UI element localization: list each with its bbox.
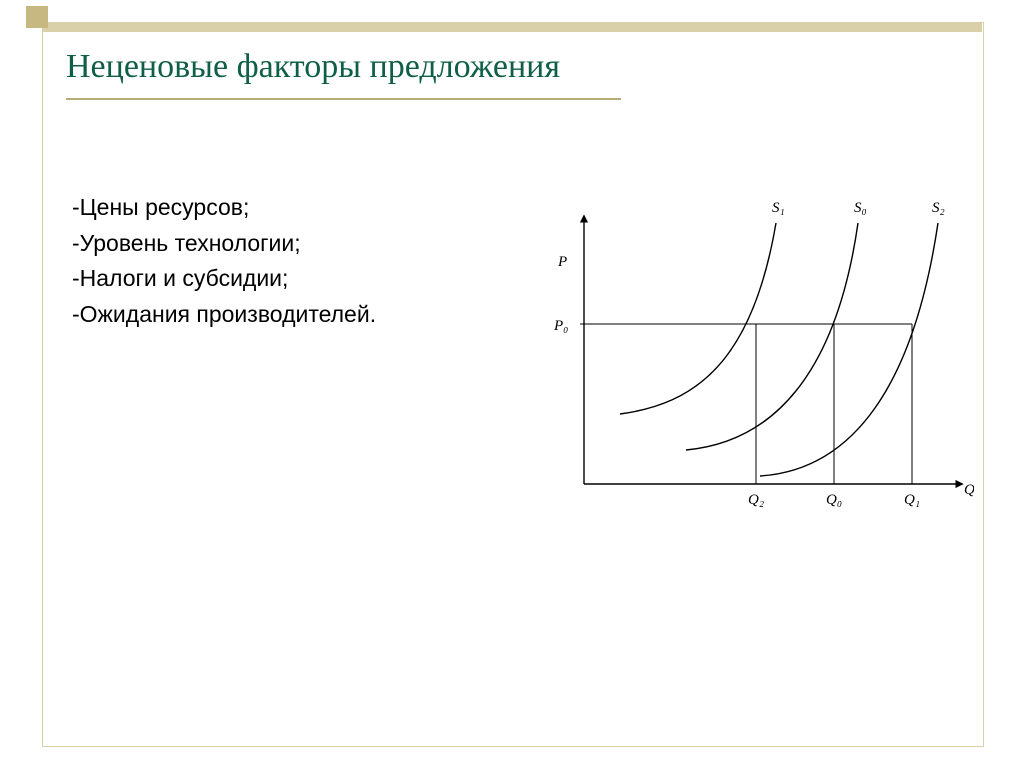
supply-chart-svg: P Q P₀ Q₂ S₁ Q₀ S₀ Q₁ S₂	[524, 194, 974, 534]
svg-text:S₁: S₁	[772, 200, 785, 216]
svg-text:Q: Q	[964, 482, 974, 498]
svg-text:S₀: S₀	[854, 200, 867, 216]
svg-text:S₂: S₂	[932, 200, 945, 216]
bullet-item: -Налоги и субсидии;	[72, 261, 376, 297]
title-underline	[66, 98, 621, 100]
corner-square	[26, 6, 48, 28]
svg-text:P: P	[557, 254, 567, 270]
svg-text:P₀: P₀	[553, 318, 568, 334]
supply-chart: P Q P₀ Q₂ S₁ Q₀ S₀ Q₁ S₂	[524, 194, 974, 534]
slide: Неценовые факторы предложения -Цены ресу…	[0, 0, 1024, 767]
bullet-item: -Ожидания производителей.	[72, 297, 376, 333]
svg-text:Q₂: Q₂	[748, 492, 764, 508]
bullet-item: -Уровень технологии;	[72, 226, 376, 262]
top-accent-bar	[42, 22, 982, 32]
bullet-list: -Цены ресурсов; -Уровень технологии; -На…	[72, 190, 376, 333]
slide-title: Неценовые факторы предложения	[66, 48, 560, 86]
bullet-item: -Цены ресурсов;	[72, 190, 376, 226]
svg-text:Q₁: Q₁	[904, 492, 920, 508]
svg-text:Q₀: Q₀	[826, 492, 842, 508]
